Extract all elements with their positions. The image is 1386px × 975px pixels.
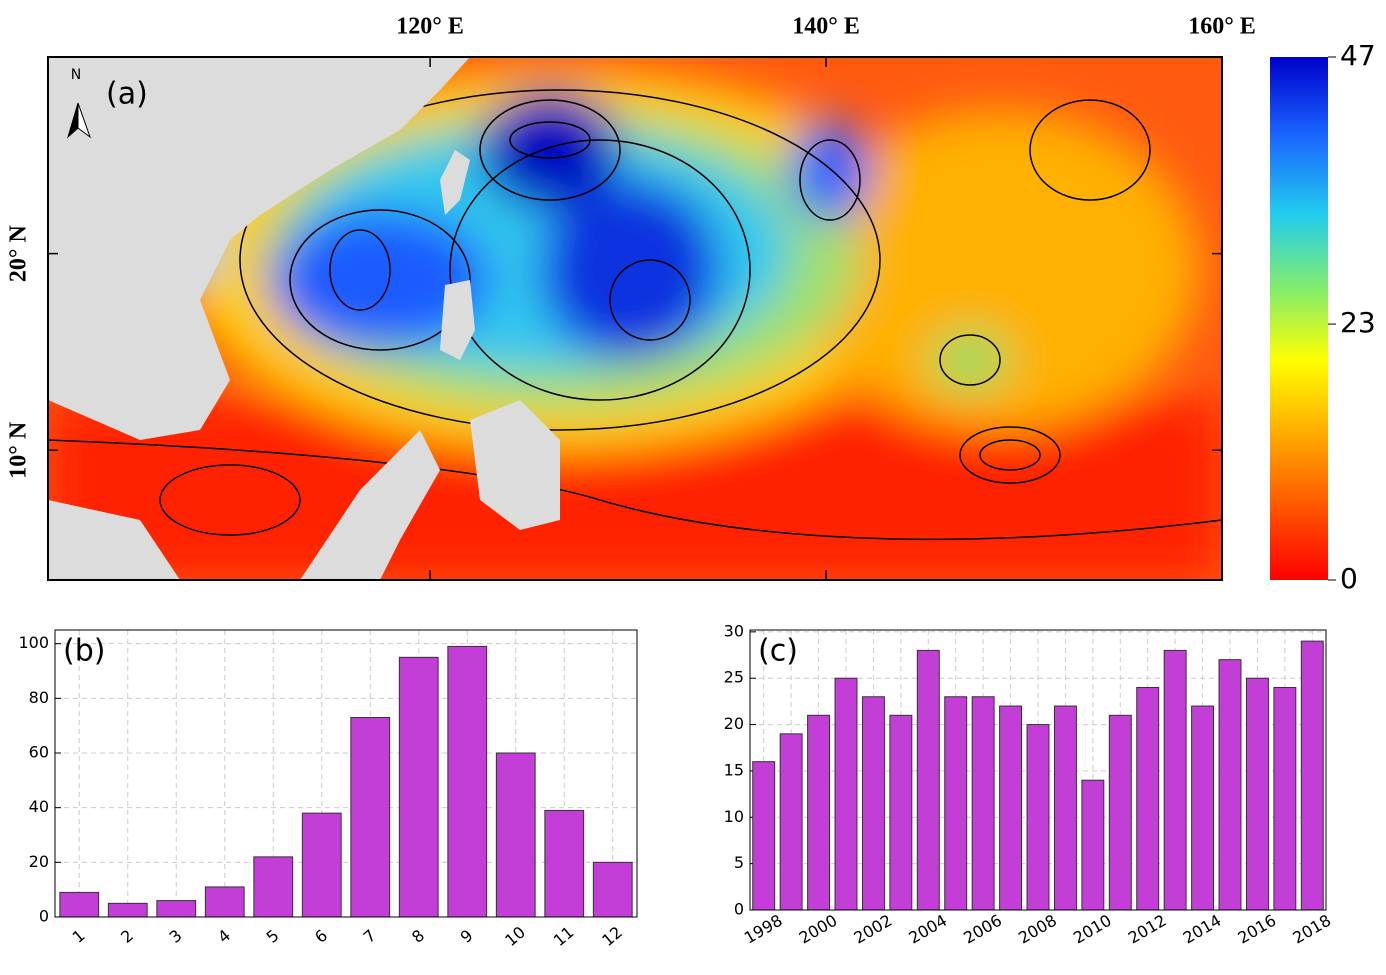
bar	[1273, 686, 1297, 911]
bar	[1136, 686, 1160, 911]
bar	[861, 696, 885, 911]
x-tick-label: 2002	[851, 911, 896, 948]
x-tick-label: 1	[69, 926, 89, 947]
x-tick-label: 9	[457, 926, 477, 947]
x-tick-label: 2018	[1289, 911, 1334, 948]
y-tick-label: 10	[724, 807, 744, 826]
y-tick-label: 60	[29, 743, 49, 762]
bar	[999, 705, 1023, 911]
x-tick-label: 6	[311, 926, 331, 947]
x-tick-label: 2	[117, 926, 137, 947]
colorbar-tick-label: 47	[1340, 39, 1376, 72]
x-tick-label: 7	[360, 926, 380, 947]
y-tick-label: 15	[724, 760, 744, 779]
bar	[916, 649, 940, 911]
x-tick-label: 3	[166, 926, 186, 947]
y-tick-label: 5	[734, 853, 744, 872]
colorbar-tick-label: 23	[1340, 306, 1376, 339]
y-tick-label: 0	[734, 900, 744, 919]
bar	[1218, 659, 1242, 911]
bar	[1163, 649, 1187, 911]
x-tick-label: 2004	[905, 911, 950, 948]
y-tick-label: 10° N	[6, 421, 32, 479]
x-tick-label: 2006	[960, 911, 1005, 948]
plot-frame	[749, 629, 1327, 911]
x-tick-label: 8	[408, 926, 428, 947]
y-tick-label: 0	[39, 907, 49, 926]
bar	[156, 900, 197, 918]
x-tick-label: 11	[550, 922, 578, 950]
x-tick-label: 12	[598, 922, 626, 950]
bar	[1300, 640, 1324, 911]
bar	[1026, 724, 1050, 911]
bar	[350, 716, 391, 918]
y-tick-label: 80	[29, 688, 49, 707]
bar	[204, 886, 245, 918]
north-label: N	[71, 67, 81, 83]
bar	[301, 812, 342, 918]
bar	[495, 752, 536, 918]
y-tick-label: 40	[29, 797, 49, 816]
x-tick-label: 2008	[1015, 911, 1060, 948]
north-arrow	[77, 102, 92, 139]
x-tick-label: 2012	[1125, 911, 1170, 948]
panel-label: (c)	[758, 634, 798, 669]
bar	[107, 902, 148, 918]
bar	[253, 856, 294, 918]
bar	[447, 645, 488, 918]
x-tick-label: 140° E	[792, 14, 860, 40]
x-tick-label: 120° E	[396, 14, 464, 40]
plot-frame	[54, 629, 638, 918]
x-tick-label: 160° E	[1188, 14, 1256, 40]
bar	[752, 761, 776, 911]
bar	[944, 696, 968, 911]
bar	[398, 656, 439, 918]
map-field	[48, 57, 1222, 580]
bar	[1191, 705, 1215, 911]
panel-label: (b)	[63, 634, 105, 669]
x-tick-label: 10	[501, 922, 529, 950]
y-tick-label: 20	[724, 714, 744, 733]
colorbar	[1270, 57, 1328, 580]
panel-label: (a)	[106, 77, 148, 112]
x-tick-label: 2000	[796, 911, 841, 948]
x-tick-label: 2016	[1235, 911, 1280, 948]
x-tick-label: 5	[263, 926, 283, 947]
bar	[1053, 705, 1077, 911]
y-tick-label: 20	[29, 852, 49, 871]
bar	[592, 861, 633, 918]
bar	[889, 714, 913, 911]
map-frame	[47, 56, 1223, 581]
colorbar-tick-label: 0	[1340, 562, 1358, 595]
bar	[1108, 714, 1132, 911]
x-tick-label: 2010	[1070, 911, 1115, 948]
bar	[1081, 779, 1105, 911]
bar	[59, 891, 100, 918]
bar	[1245, 677, 1269, 911]
x-tick-label: 4	[214, 926, 234, 947]
y-tick-label: 30	[724, 621, 744, 640]
y-tick-label: 100	[18, 633, 49, 652]
x-tick-label: 1998	[741, 911, 786, 948]
bar	[779, 733, 803, 911]
x-tick-label: 2014	[1180, 911, 1225, 948]
bar	[807, 714, 831, 911]
y-tick-label: 25	[724, 668, 744, 687]
bar	[971, 696, 995, 911]
y-tick-label: 20° N	[6, 224, 32, 282]
bar	[544, 809, 585, 918]
bar	[834, 677, 858, 911]
